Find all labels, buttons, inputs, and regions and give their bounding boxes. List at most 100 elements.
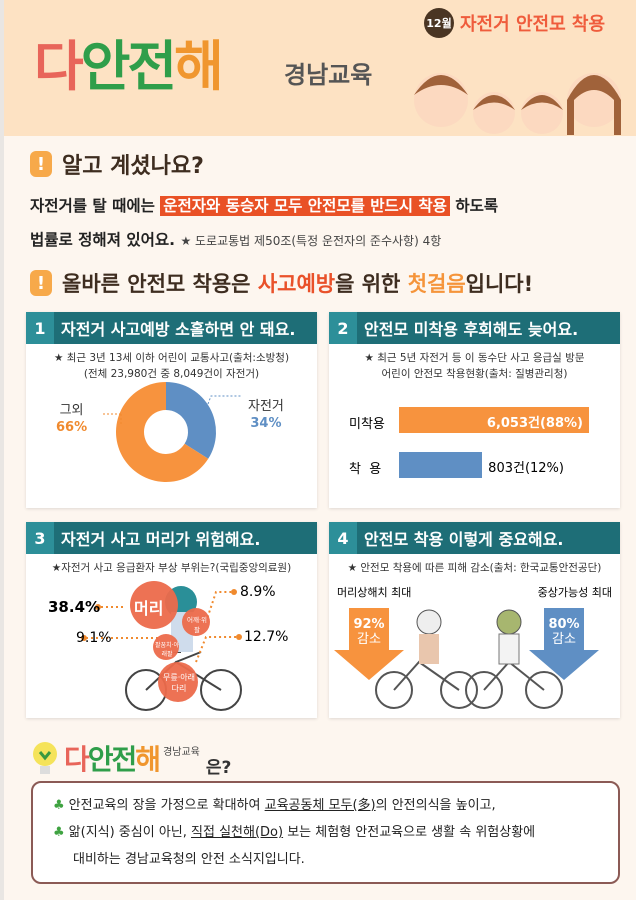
arrows-cyclists bbox=[334, 608, 599, 709]
value-shoulder: 8.9% bbox=[240, 584, 276, 600]
logo-char: 해 bbox=[135, 743, 161, 776]
panel-header: 4 안전모 착용 이렇게 중요해요. bbox=[329, 522, 620, 554]
logo-char: 안 bbox=[87, 743, 114, 776]
donut-slice bbox=[115, 382, 209, 482]
note: ★ 안전모 착용에 따른 피해 감소(출처: 한국교통안전공단) bbox=[347, 562, 602, 574]
slice-value: 34% bbox=[250, 416, 282, 431]
leader-line bbox=[101, 413, 122, 424]
month-banner: 12월 자전거 안전모 착용 bbox=[424, 8, 605, 38]
value-elbow: 9.1% bbox=[76, 630, 112, 646]
logo-char: 해 bbox=[174, 35, 224, 98]
panel-header: 2 안전모 미착용 후회해도 늦어요. bbox=[329, 312, 620, 344]
bubble-head: 머리 bbox=[134, 599, 164, 618]
bar-value: 803건(12%) bbox=[488, 461, 564, 476]
panel-number: 3 bbox=[26, 522, 54, 554]
text: 하도록 bbox=[455, 197, 499, 215]
intro-title: 알고 계셨나요? bbox=[62, 154, 204, 179]
logo: 다안전해 bbox=[34, 40, 224, 94]
bullet-1: ♣ 안전교육의 장을 가정으로 확대하여 교육공동체 모두(多)의 안전의식을 높… bbox=[53, 797, 618, 815]
down-arrow-icon bbox=[529, 608, 599, 680]
logo-char: 다 bbox=[34, 35, 84, 98]
exclamation-icon: ! bbox=[30, 151, 52, 177]
family-illustration bbox=[414, 73, 621, 135]
slice-label: 자전거 bbox=[248, 399, 284, 414]
note: ★ 최근 5년 자전거 등 이 동수단 사고 응급실 방문 bbox=[364, 352, 585, 364]
logo-char: 전 bbox=[111, 743, 138, 776]
panel-header: 3 자전거 사고 머리가 위험해요. bbox=[26, 522, 317, 554]
text: 안전교육의 장을 가정으로 확대하여 bbox=[68, 798, 261, 813]
note: ★자전거 사고 응급환자 부상 부위는?(국립중앙의료원) bbox=[51, 562, 292, 574]
bar-label-worn: 착 용 bbox=[349, 462, 382, 477]
note: (전체 23,980건 중 8,049건이 자전거) bbox=[83, 368, 260, 380]
donut-chart bbox=[101, 382, 241, 482]
left-label: 머리상해치 최대 bbox=[337, 586, 412, 599]
bubble-knee: 무릎·아래다리 bbox=[163, 673, 195, 693]
text: 보는 체험형 안전교육으로 생활 속 위험상황에 bbox=[287, 825, 536, 840]
text: 사고예방 bbox=[257, 272, 336, 296]
slice-value: 66% bbox=[56, 420, 88, 435]
panel-injury-parts: 3 자전거 사고 머리가 위험해요. ★자전거 사고 응급환자 부상 부위는?(국… bbox=[26, 522, 317, 718]
panel-note: ★ 최근 3년 13세 이하 어린이 교통사고(출처:소방청) (전체 23,98… bbox=[26, 350, 317, 382]
logo-subtitle: 경남교육 bbox=[163, 747, 200, 758]
panel-note: ★자전거 사고 응급환자 부상 부위는?(국립중앙의료원) bbox=[26, 560, 317, 576]
cyclist-illustration bbox=[81, 581, 242, 711]
value-knee: 12.7% bbox=[244, 629, 289, 645]
right-reduction: 80% 감소 bbox=[539, 617, 589, 647]
highlight-text: 운전자와 동승자 모두 안전모를 반드시 착용 bbox=[160, 196, 450, 216]
note: 어린이 안전모 착용현황(출처: 질병관리청) bbox=[381, 368, 568, 380]
bubble-shoulder: 어깨·위팔 bbox=[186, 616, 207, 634]
intro-line2: 법률로 정해져 있어요. ★ 도로교통법 제50조(특정 운전자의 준수사항) … bbox=[30, 228, 441, 250]
month-badge: 12월 bbox=[424, 8, 454, 38]
intro-heading: ! 알고 계셨나요? bbox=[30, 148, 204, 180]
month-title: 자전거 안전모 착용 bbox=[460, 14, 606, 35]
panel-header: 1 자전거 사고예방 소홀하면 안 돼요. bbox=[26, 312, 317, 344]
bullet-2-cont: 대비하는 경남교육청의 안전 소식지입니다. bbox=[73, 852, 305, 867]
panel-helmet-importance: 4 안전모 착용 이렇게 중요해요. ★ 안전모 착용에 따른 피해 감소(출처:… bbox=[329, 522, 620, 718]
left-reduction: 92% 감소 bbox=[344, 617, 394, 647]
intro-line1: 자전거를 탈 때에는 운전자와 동승자 모두 안전모를 반드시 착용 하도록 bbox=[30, 194, 498, 216]
headline: ! 올바른 안전모 착용은 사고예방을 위한 첫걸음입니다! bbox=[30, 268, 533, 298]
text: 직접 실천해(Do) bbox=[191, 825, 284, 840]
text: 앎(지식) 중심이 아닌, bbox=[68, 825, 187, 840]
down-arrow-icon bbox=[334, 608, 404, 680]
panel-number: 4 bbox=[329, 522, 357, 554]
panel-title: 자전거 사고예방 소홀하면 안 돼요. bbox=[61, 320, 296, 339]
unit: 감소 bbox=[357, 632, 381, 647]
clover-icon: ♣ bbox=[53, 825, 65, 840]
unit: 감소 bbox=[552, 632, 576, 647]
law-note: ★ 도로교통법 제50조(특정 운전자의 준수사항) 4항 bbox=[180, 234, 442, 248]
logo-char: 다 bbox=[64, 743, 90, 776]
logo-char: 전 bbox=[127, 35, 177, 98]
panel-accident-share: 1 자전거 사고예방 소홀하면 안 돼요. ★ 최근 3년 13세 이하 어린이 … bbox=[26, 312, 317, 508]
text: 의 안전의식을 높이고, bbox=[375, 798, 496, 813]
donut-slice bbox=[166, 382, 216, 459]
text: 입니다! bbox=[465, 272, 534, 296]
panel-title: 안전모 미착용 후회해도 늦어요. bbox=[364, 320, 579, 339]
header-banner: 다안전해 경남교육 12월 자전거 안전모 착용 bbox=[4, 0, 636, 136]
text: 자전거를 탈 때에는 bbox=[30, 197, 155, 215]
value-head: 38.4% bbox=[48, 598, 101, 616]
bar-worn bbox=[399, 452, 483, 478]
right-label: 중상가능성 최대 bbox=[537, 586, 612, 599]
footer-suffix: 은? bbox=[205, 758, 232, 778]
text: 법률로 정해져 있어요. bbox=[30, 231, 176, 249]
clover-icon: ♣ bbox=[53, 798, 65, 813]
text: 첫걸음 bbox=[407, 272, 466, 296]
logo-subtitle: 경남교육 bbox=[284, 61, 373, 89]
footer-logo: 다안전해 경남교육 은? bbox=[32, 738, 231, 778]
value: 92% bbox=[353, 617, 385, 632]
label-bicycle: 자전거 34% bbox=[248, 398, 284, 432]
panel-number: 2 bbox=[329, 312, 357, 344]
panel-title: 자전거 사고 머리가 위험해요. bbox=[61, 530, 261, 549]
about-box: ♣ 안전교육의 장을 가정으로 확대하여 교육공동체 모두(多)의 안전의식을 높… bbox=[31, 781, 620, 884]
logo-char: 안 bbox=[80, 35, 131, 98]
panel-title: 안전모 착용 이렇게 중요해요. bbox=[364, 530, 564, 549]
bullet-2: ♣ 앎(지식) 중심이 아닌, 직접 실천해(Do) 보는 체험형 안전교육으로 … bbox=[53, 824, 618, 842]
text: 교육공동체 모두(多) bbox=[264, 798, 376, 813]
slice-label: 그외 bbox=[59, 403, 84, 418]
bubble-elbow: 팔꿈치·아래팔 bbox=[155, 642, 179, 658]
text: 을 위한 bbox=[335, 272, 401, 296]
lightbulb-icon bbox=[33, 742, 57, 774]
exclamation-icon: ! bbox=[30, 270, 52, 296]
